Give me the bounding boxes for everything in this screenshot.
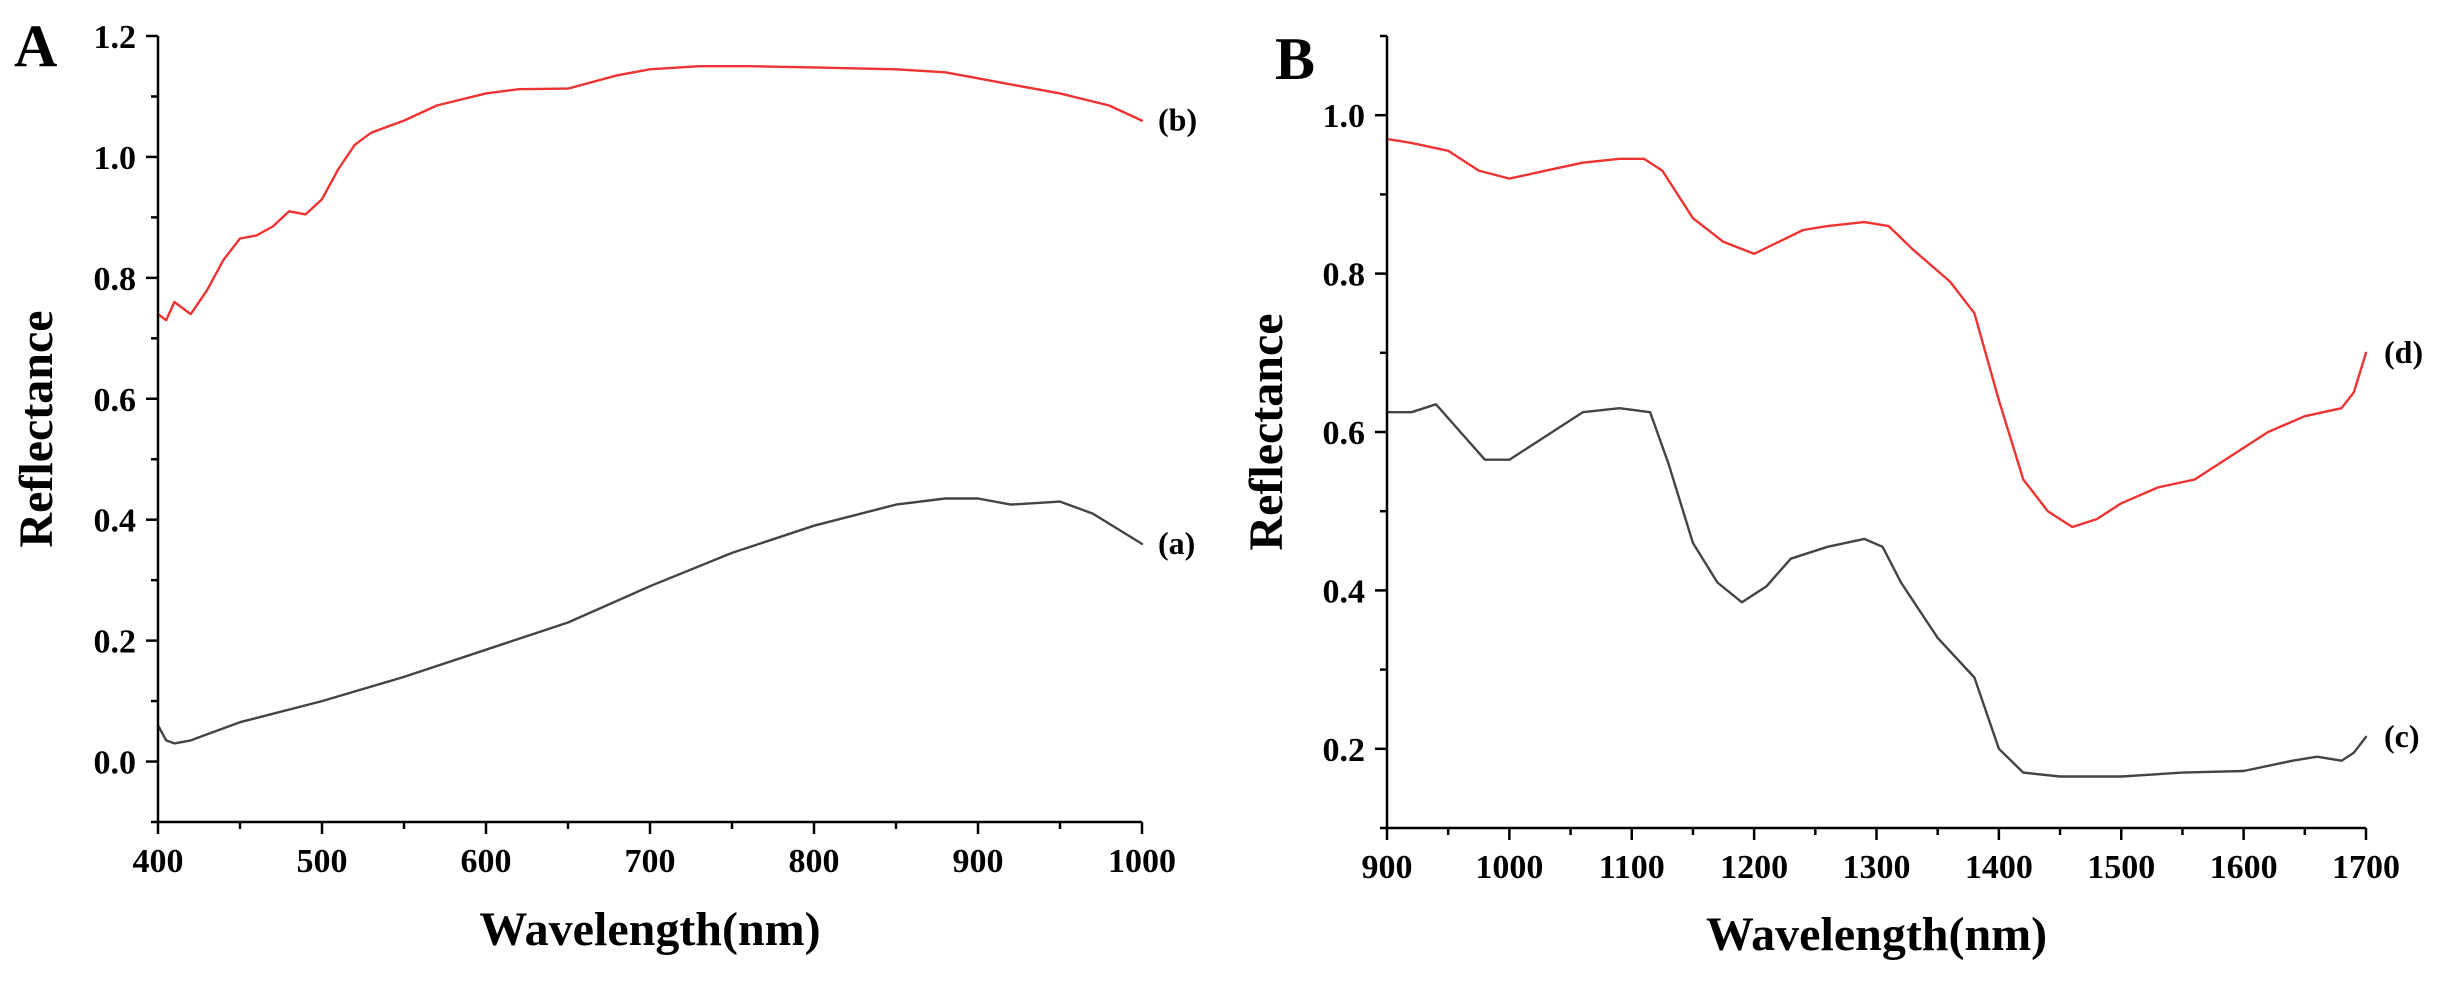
panel-a-y-tick-label: 1.2 [94,19,137,56]
panel-a-x-tick-label: 400 [133,843,184,880]
panel-a-y-tick-label: 1.0 [94,140,137,177]
panel-a-x-tick-label: 600 [461,843,512,880]
panel-a-labels-layer: (b) (a) [1158,102,1197,561]
panel-b-series-label-0: (d) [2384,334,2423,370]
panel-b-x-axis-title: Wavelength(nm) [1706,908,2047,961]
panel-a-chart: A 400 500 600 700 800 900 1000 0.0 0.2 0.4 0.6 0.8 1… [10,13,1197,956]
panel-a-x-axis-title: Wavelength(nm) [479,903,820,956]
panel-b-y-tick-label: 1.0 [1323,98,1366,135]
panel-b-series-line-0 [1385,137,2368,529]
panel-b-x-tick-label: 900 [1362,849,1413,886]
panel-b-series-label-1: (c) [2384,718,2420,754]
panel-b-y-tick-label: 0.4 [1323,573,1366,610]
panel-b-x-tick-label: 1400 [1965,849,2033,886]
panel-a-series-layer [156,65,1144,745]
panel-b-x-tick-label: 1100 [1599,849,1665,886]
panel-a-x-tick-label: 800 [789,843,840,880]
panel-b-y-tick-label: 0.8 [1323,257,1366,294]
panel-b-letter: B [1275,26,1315,92]
panel-b-x-tick-label: 1300 [1843,849,1911,886]
panel-b-axes-layer: 900 1000 1100 1200 1300 1400 1500 1600 1700 0.2 0.… [1240,34,2400,961]
panel-a-y-tick-label: 0.8 [94,261,137,298]
panel-a-y-axis-title: Reflectance [10,310,63,547]
panel-a-x-tick-label: 900 [953,843,1004,880]
panel-b-chart: B 900 1000 1100 1200 1300 1400 1500 1600 1700 0.2… [1240,26,2423,961]
panel-a-series-line-0 [156,65,1144,322]
panel-b-y-tick-label: 0.6 [1323,415,1366,452]
panel-a-y-tick-label: 0.2 [94,624,137,661]
panel-b-series-line-1 [1385,403,2368,778]
panel-a-x-tick-label: 700 [625,843,676,880]
panel-a-x-tick-label: 500 [297,843,348,880]
panel-b-y-axis-title: Reflectance [1240,313,1293,550]
panel-a-series-label-0: (b) [1158,102,1197,138]
panel-a-axes-layer: 400 500 600 700 800 900 1000 0.0 0.2 0.4 0.6 0.8 1.0… [10,19,1176,956]
panel-b-x-tick-label: 1500 [2087,849,2155,886]
panel-b-x-tick-label: 1000 [1475,849,1543,886]
panel-b-x-tick-label: 1600 [2210,849,2278,886]
panel-b-x-tick-label: 1700 [2332,849,2400,886]
panel-b-labels-layer: (d) (c) [2384,334,2423,754]
panel-a-series-label-1: (a) [1158,525,1195,561]
panel-a-y-tick-label: 0.0 [94,745,137,782]
panel-a-y-tick-label: 0.4 [94,503,137,540]
panel-a-y-tick-label: 0.6 [94,382,137,419]
panel-a-series-line-1 [156,497,1144,745]
panel-a-x-tick-label: 1000 [1108,843,1176,880]
panel-b-y-tick-label: 0.2 [1323,732,1366,769]
panel-b-x-tick-label: 1200 [1720,849,1788,886]
panel-b-series-layer [1385,137,2368,778]
panel-a-letter: A [14,13,57,79]
